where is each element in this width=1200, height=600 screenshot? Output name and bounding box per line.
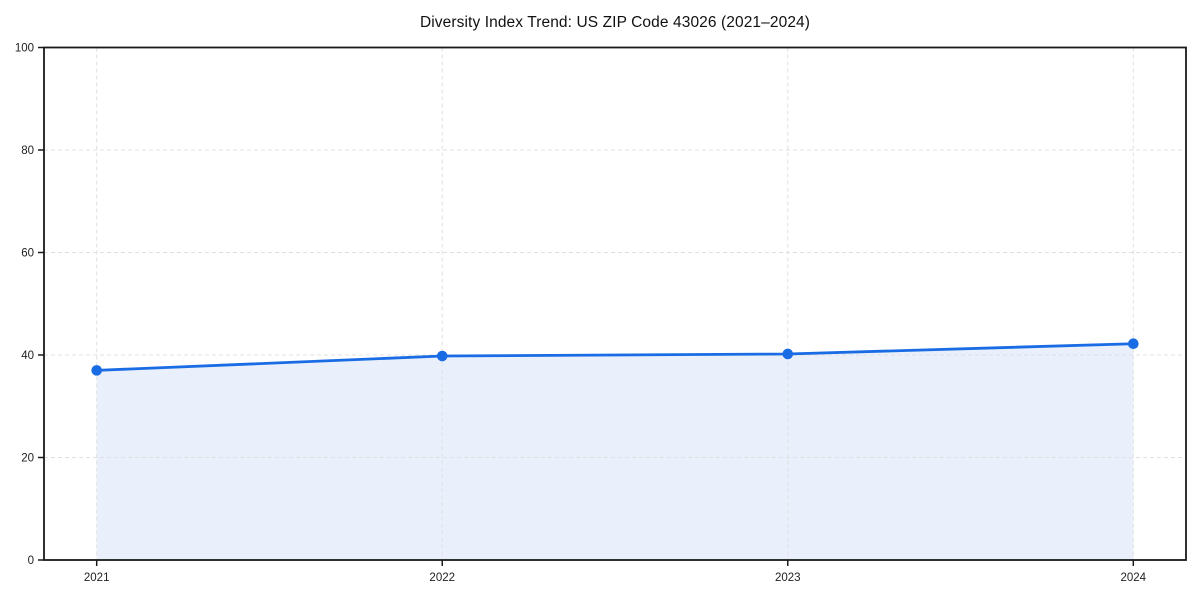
y-tick-label: 0	[28, 555, 34, 567]
y-tick-label: 100	[15, 43, 34, 55]
data-point-marker	[91, 365, 102, 376]
y-tick-label: 40	[21, 350, 34, 362]
y-tick-label: 60	[21, 248, 34, 260]
axes-spines	[43, 46, 1187, 561]
data-point-marker	[1128, 338, 1139, 350]
x-tick-label: 2023	[775, 572, 801, 584]
trend-line	[95, 342, 1135, 372]
data-point-marker	[782, 348, 794, 360]
area-fill	[96, 343, 1134, 560]
x-tick-label: 2022	[429, 572, 455, 584]
x-tick-label: 2021	[84, 572, 110, 584]
chart-title: Diversity Index Trend: US ZIP Code 43026…	[419, 14, 811, 31]
x-tick-label: 2024	[1121, 572, 1147, 584]
y-tick-label: 80	[21, 145, 34, 157]
y-tick-label: 20	[21, 453, 34, 465]
data-point-marker	[436, 350, 448, 362]
